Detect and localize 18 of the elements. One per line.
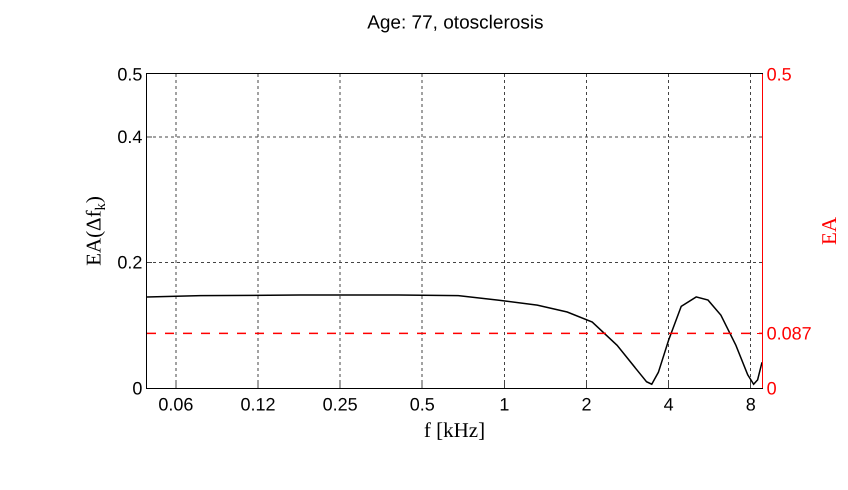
y2-tick-label: 0.087: [766, 324, 812, 344]
x-axis-title: f [kHz]: [424, 418, 486, 442]
x-tick-label: 8: [746, 394, 756, 415]
y2-axis-title: EA: [816, 216, 841, 245]
x-tick-label: 2: [581, 394, 592, 415]
x-tick-label: 0.06: [158, 394, 194, 415]
y2-tick-label: 0.5: [766, 64, 792, 84]
x-tick-label: 4: [664, 394, 674, 415]
y-tick-label: 0.5: [117, 64, 142, 84]
y2-tick-label: 0: [766, 378, 777, 398]
chart-title: Age: 77, otosclerosis: [367, 12, 544, 34]
x-tick-label: 0.25: [322, 394, 358, 415]
y-tick-label: 0.2: [117, 252, 142, 273]
y-tick-label: 0.4: [117, 127, 142, 148]
y-tick-label: 0: [132, 378, 142, 398]
x-tick-label: 0.5: [410, 394, 435, 415]
x-tick-label: 1: [499, 394, 510, 415]
x-tick-label: 0.12: [240, 394, 276, 415]
